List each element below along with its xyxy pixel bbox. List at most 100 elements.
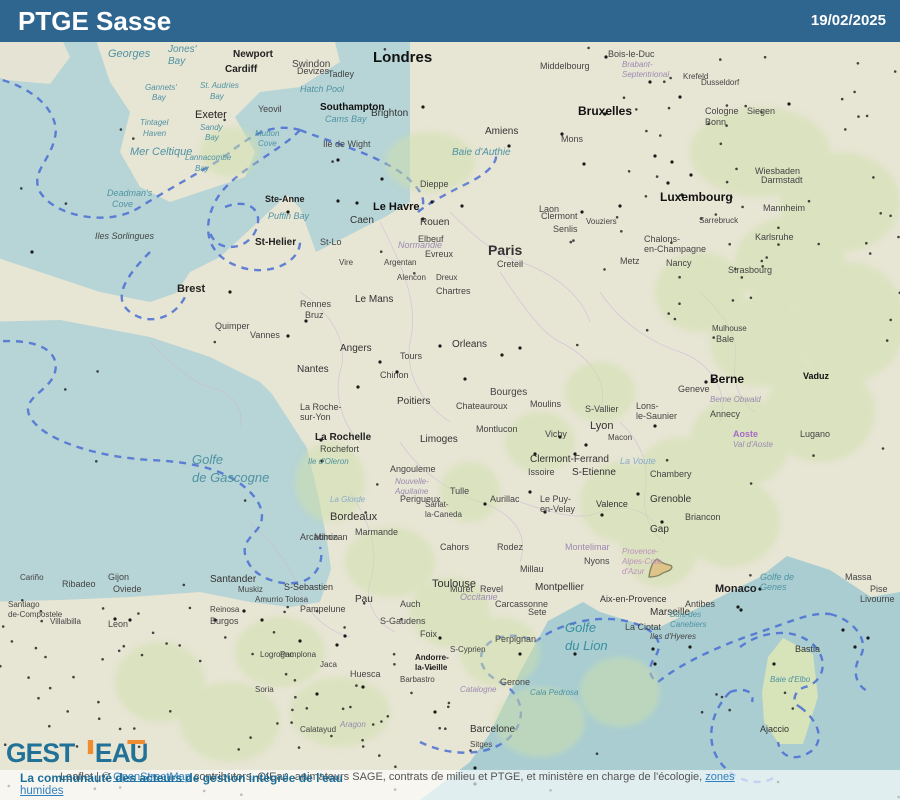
svg-text:Ile d'Oleron: Ile d'Oleron — [308, 457, 349, 466]
svg-text:Golfe de: Golfe de — [760, 572, 794, 582]
svg-text:Bordeaux: Bordeaux — [330, 511, 378, 523]
svg-text:Villalbilla: Villalbilla — [50, 617, 82, 626]
svg-text:Annecy: Annecy — [710, 409, 741, 419]
svg-text:Orleans: Orleans — [452, 339, 487, 350]
svg-text:Strasbourg: Strasbourg — [728, 265, 772, 275]
svg-text:Barcelone: Barcelone — [470, 724, 515, 735]
svg-text:Soria: Soria — [255, 685, 274, 694]
svg-text:Brabant-: Brabant- — [622, 60, 653, 69]
svg-text:S-Sebastien: S-Sebastien — [284, 582, 333, 592]
svg-text:Berne Obwald: Berne Obwald — [710, 395, 761, 404]
svg-text:Valence: Valence — [596, 499, 628, 509]
svg-text:Bay: Bay — [205, 133, 220, 142]
svg-text:d'Azur: d'Azur — [622, 567, 645, 576]
svg-text:Lyon: Lyon — [590, 420, 613, 432]
svg-text:Occitanie: Occitanie — [460, 592, 498, 602]
svg-text:Lugano: Lugano — [800, 429, 830, 439]
svg-text:La Ciotat: La Ciotat — [625, 622, 662, 632]
svg-text:Montelimar: Montelimar — [565, 542, 610, 552]
svg-text:Perpignan: Perpignan — [495, 634, 536, 644]
svg-text:S-Vallier: S-Vallier — [585, 404, 618, 414]
svg-text:Angers: Angers — [340, 343, 372, 354]
svg-text:Laon: Laon — [539, 204, 559, 214]
svg-text:Limoges: Limoges — [420, 434, 458, 445]
svg-text:Chartres: Chartres — [436, 286, 471, 296]
svg-text:Paris: Paris — [488, 242, 522, 258]
svg-text:Vire: Vire — [339, 258, 354, 267]
svg-text:Iles d'Hyeres: Iles d'Hyeres — [650, 632, 696, 641]
svg-text:Baie des: Baie des — [670, 610, 701, 619]
svg-text:Arcachon: Arcachon — [300, 532, 338, 542]
svg-text:Jones': Jones' — [167, 44, 198, 55]
svg-text:Gap: Gap — [650, 524, 669, 535]
svg-text:Monaco: Monaco — [715, 583, 757, 595]
svg-text:Bay: Bay — [195, 164, 210, 173]
svg-text:Luxembourg: Luxembourg — [660, 190, 733, 204]
svg-text:la-Vieille: la-Vieille — [415, 663, 448, 672]
svg-text:Le Mans: Le Mans — [355, 294, 393, 305]
svg-text:Aix-en-Provence: Aix-en-Provence — [600, 594, 667, 604]
svg-text:Cahors: Cahors — [440, 542, 470, 552]
svg-text:en-Champagne: en-Champagne — [644, 244, 706, 254]
svg-text:Andorre-: Andorre- — [415, 653, 449, 662]
svg-text:Rouen: Rouen — [420, 217, 449, 228]
svg-text:Bale: Bale — [716, 334, 734, 344]
svg-text:Aoste: Aoste — [733, 429, 758, 439]
svg-text:Metz: Metz — [620, 256, 640, 266]
svg-text:S-Cyprien: S-Cyprien — [450, 645, 486, 654]
svg-text:Sarrebruck: Sarrebruck — [699, 216, 739, 225]
svg-text:Bruz: Bruz — [305, 310, 324, 320]
svg-text:Rodez: Rodez — [497, 542, 524, 552]
svg-text:Antibes: Antibes — [685, 599, 716, 609]
svg-text:Tours: Tours — [400, 351, 423, 361]
svg-text:en-Velay: en-Velay — [540, 504, 576, 514]
svg-text:Middelbourg: Middelbourg — [540, 61, 590, 71]
svg-text:Devizes: Devizes — [297, 66, 330, 76]
svg-text:GEST: GEST — [6, 740, 75, 768]
svg-text:Creteil: Creteil — [497, 259, 523, 269]
svg-text:Caen: Caen — [350, 215, 374, 226]
svg-text:Senlis: Senlis — [553, 224, 578, 234]
svg-text:Reinosa: Reinosa — [210, 605, 240, 614]
svg-text:Golfe: Golfe — [192, 452, 223, 467]
svg-text:Bay: Bay — [210, 92, 225, 101]
svg-text:Chambery: Chambery — [650, 469, 692, 479]
svg-text:Canebiers: Canebiers — [670, 620, 706, 629]
svg-text:Karlsruhe: Karlsruhe — [755, 232, 794, 242]
svg-text:Cove: Cove — [258, 139, 277, 148]
svg-text:du Lion: du Lion — [565, 638, 608, 653]
svg-text:Clermont-Ferrand: Clermont-Ferrand — [530, 454, 609, 465]
svg-text:Leon: Leon — [108, 619, 128, 629]
svg-text:Puffin Bay: Puffin Bay — [268, 211, 310, 221]
svg-text:Angouleme: Angouleme — [390, 464, 436, 474]
svg-text:Dieppe: Dieppe — [420, 179, 449, 189]
svg-text:Aurillac: Aurillac — [490, 494, 520, 504]
svg-text:Evreux: Evreux — [425, 249, 454, 259]
svg-text:Lannacombe: Lannacombe — [185, 153, 232, 162]
svg-text:Santander: Santander — [210, 574, 257, 585]
svg-text:Quimper: Quimper — [215, 321, 250, 331]
svg-text:Poitiers: Poitiers — [397, 396, 430, 407]
svg-text:Yeovil: Yeovil — [258, 104, 282, 114]
svg-text:Georges: Georges — [108, 48, 151, 60]
svg-text:Deadman's: Deadman's — [107, 188, 153, 198]
svg-text:Darmstadt: Darmstadt — [761, 175, 803, 185]
svg-text:Gerone: Gerone — [500, 677, 530, 687]
svg-text:Newport: Newport — [233, 49, 274, 60]
svg-text:Nouvelle-: Nouvelle- — [395, 477, 429, 486]
svg-text:Massa: Massa — [845, 572, 872, 582]
svg-text:Foix: Foix — [420, 629, 438, 639]
svg-text:Ile de Wight: Ile de Wight — [323, 139, 371, 149]
svg-text:Issoire: Issoire — [528, 467, 555, 477]
svg-text:Santiago: Santiago — [8, 600, 40, 609]
svg-text:Vichy: Vichy — [545, 429, 567, 439]
svg-text:de Gascogne: de Gascogne — [192, 470, 269, 485]
svg-text:Siegen: Siegen — [747, 106, 775, 116]
svg-text:Pise: Pise — [870, 584, 888, 594]
svg-text:Catalogne: Catalogne — [460, 685, 497, 694]
svg-text:Pampelune: Pampelune — [300, 604, 346, 614]
svg-text:Vaduz: Vaduz — [803, 371, 830, 381]
svg-text:Sete: Sete — [528, 607, 547, 617]
svg-text:Bois-le-Duc: Bois-le-Duc — [608, 49, 655, 59]
svg-text:Tolosa: Tolosa — [285, 595, 309, 604]
